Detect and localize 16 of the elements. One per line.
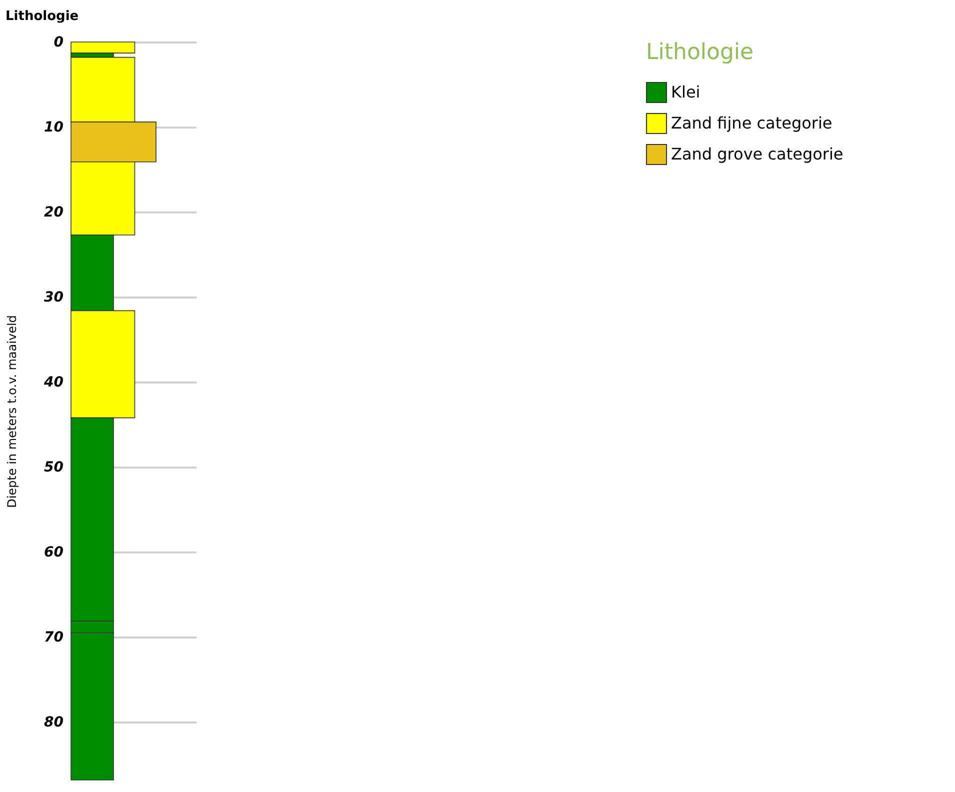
legend-label: Zand grove categorie [671, 144, 844, 164]
y-tick-label: 50 [44, 460, 64, 476]
y-axis-title: Diepte in meters t.o.v. maaiveld [5, 315, 20, 508]
y-tick-label: 20 [44, 204, 64, 221]
y-tick-label: 40 [43, 374, 64, 391]
bar [70, 42, 136, 54]
y-tick-label: 10 [44, 120, 64, 136]
y-tick-label: 0 [54, 34, 64, 50]
y-tick-label: 60 [44, 544, 64, 561]
y-tick-label: 80 [44, 714, 64, 731]
legend-label: Zand fijne categorie [671, 114, 832, 132]
y-tick-label: 30 [44, 290, 64, 306]
y-tick-label: 70 [44, 630, 64, 646]
chart-title: Lithologie [6, 9, 79, 24]
legend-label: Klei [671, 82, 700, 102]
legend-title: Lithologie [646, 40, 754, 65]
